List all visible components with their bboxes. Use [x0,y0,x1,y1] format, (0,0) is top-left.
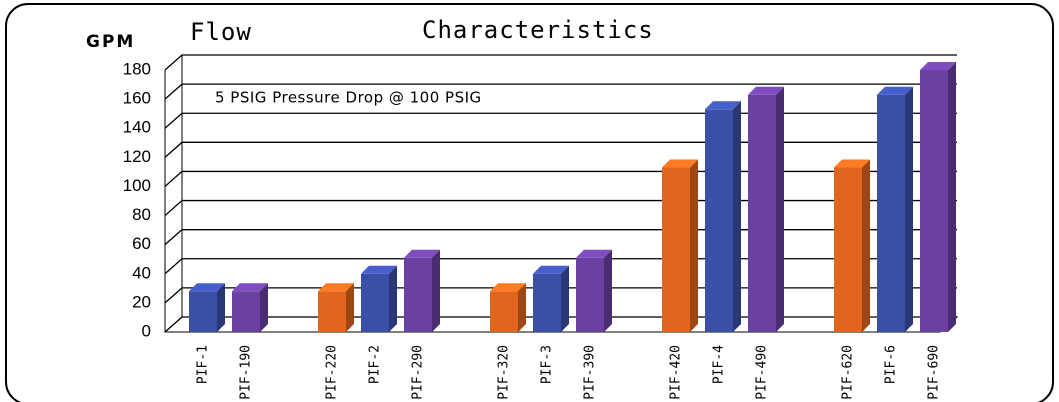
x-tick-label: PIF-420 [669,345,684,400]
bar [920,62,956,332]
x-tick-label: PIF-390 [583,345,598,400]
bar-front [232,291,260,332]
grid-line [164,287,957,304]
bar-top [361,265,397,274]
bar-front [318,291,346,332]
bar [318,283,354,332]
bar-side [905,86,913,332]
bar [662,159,698,332]
bar-front [533,273,561,332]
y-tick-label: 0 [142,321,151,340]
bar-top [576,249,612,258]
bar-front [748,94,776,332]
bar-top [404,249,440,258]
y-tick-label: 40 [132,263,151,282]
bar-top [232,283,268,292]
bar-top [920,62,956,70]
bar [533,265,569,332]
x-tick-label: PIF-620 [841,345,856,400]
bar-side [948,62,956,332]
bar-side [862,159,870,332]
x-tick-label: PIF-290 [411,345,426,400]
bar-side [432,249,440,332]
bar-front [877,94,905,332]
bar-front [705,109,733,332]
bar-side [389,265,397,332]
x-tick-label: PIF-4 [712,345,727,384]
bar-front [662,167,690,332]
y-tick-label: 160 [123,89,151,108]
bar-front [920,70,948,332]
y-tick-label: 180 [123,59,151,78]
x-tick-label: PIF-490 [755,345,770,400]
bar-side [690,159,698,332]
bar-front [834,167,862,332]
bar [404,249,440,332]
bar-front [189,291,217,332]
bar-side [346,283,354,332]
y-tick-label: 80 [132,205,151,224]
grid-line [164,199,957,217]
y-tick-label: 140 [123,118,151,137]
x-tick-label: PIF-2 [368,345,383,384]
bar [834,159,870,332]
y-tick-label: 100 [123,176,151,195]
bar [361,265,397,332]
bar [232,283,268,332]
bar-side [217,283,225,332]
bar-side [733,101,741,332]
bar-top [877,86,913,95]
bar-front [576,257,604,332]
bar [705,101,741,332]
bar [877,86,913,332]
grid-line [164,83,957,100]
bar [748,86,784,332]
x-tick-label: PIF-220 [325,345,340,400]
grid-line [164,112,957,129]
x-tick-label: PIF-690 [927,345,942,400]
bar-side [260,283,268,332]
bar-front [361,273,389,332]
x-tick-label: PIF-3 [540,345,555,384]
x-tick-label: PIF-1 [196,345,211,384]
bar-top [705,101,741,110]
grid-line [164,54,957,71]
bar-side [776,86,784,332]
grid-line [164,170,957,187]
annotation: 5 PSIG Pressure Drop @ 100 PSIG [215,89,482,107]
bar-top [189,283,225,292]
y-tick-label: 20 [132,292,151,311]
grid-line [164,316,957,333]
bar-front [490,291,518,332]
y-tick-label: 120 [123,147,151,166]
x-tick-label: PIF-320 [497,345,512,400]
bar-top [533,265,569,274]
bar [189,283,225,332]
grid-line [164,229,957,246]
grid-line [164,141,957,158]
bar-top [490,283,526,292]
bar-side [518,283,526,332]
y-tick-label: 60 [132,234,151,253]
bar-top [318,283,354,292]
bar-top [748,86,784,95]
bar [490,283,526,332]
plot: 0 20 40 60 80 100 120 140 160 180 PIF-1 PIF-190 PIF-… [123,54,959,400]
bar-side [561,265,569,332]
y-axis-label: GPM [86,32,135,52]
bar-top [662,159,698,168]
bar [576,249,612,332]
grid-line [164,258,957,275]
chart-title: Characteristics [422,16,654,44]
bar-front [404,257,432,332]
x-tick-label: PIF-6 [884,345,899,384]
bar-top [834,159,870,168]
chart-title: Flow [190,18,252,46]
x-tick-label: PIF-190 [239,345,254,400]
bar-side [604,249,612,332]
